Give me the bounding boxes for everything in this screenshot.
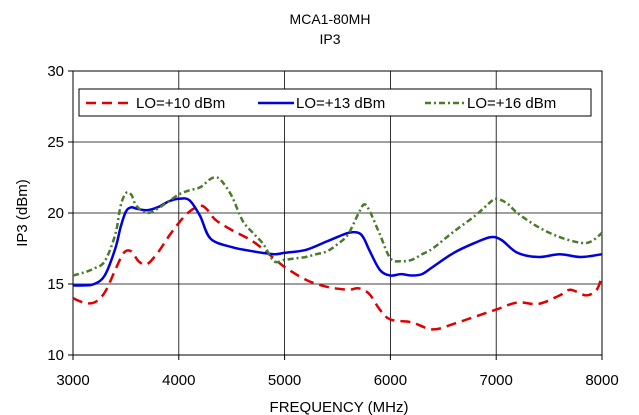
- x-tick-label: 6000: [374, 372, 407, 389]
- y-axis-label: IP3 (dBm): [14, 179, 31, 247]
- x-tick-label: 7000: [480, 372, 513, 389]
- series-line-2: [72, 197, 603, 287]
- legend-label-lo13: LO=+13 dBm: [296, 95, 385, 112]
- series-lines: [72, 176, 604, 331]
- series-line-1: [72, 204, 604, 331]
- x-tick-label: 3000: [56, 372, 89, 389]
- axis-ticks: 3000 4000 5000 6000 7000 8000 10 15 20 25 30: [47, 63, 618, 389]
- series-line-3: [72, 176, 603, 277]
- y-tick-label: 10: [47, 347, 64, 364]
- legend: LO=+10 dBm LO=+13 dBm LO=+16 dBm: [78, 88, 592, 117]
- y-tick-label: 15: [47, 276, 64, 293]
- y-tick-label: 20: [47, 205, 64, 222]
- legend-label-lo10: LO=+10 dBm: [136, 95, 225, 112]
- x-axis-label: FREQUENCY (MHz): [270, 399, 409, 415]
- x-tick-label: 4000: [162, 372, 195, 389]
- chart-title: MCA1-80MH: [290, 11, 371, 27]
- y-tick-label: 30: [47, 63, 64, 80]
- x-tick-label: 8000: [585, 372, 618, 389]
- y-tick-label: 25: [47, 134, 64, 151]
- x-tick-label: 5000: [268, 372, 301, 389]
- legend-label-lo16: LO=+16 dBm: [467, 95, 556, 112]
- chart-subtitle: IP3: [319, 31, 340, 47]
- legend-box: [78, 88, 592, 117]
